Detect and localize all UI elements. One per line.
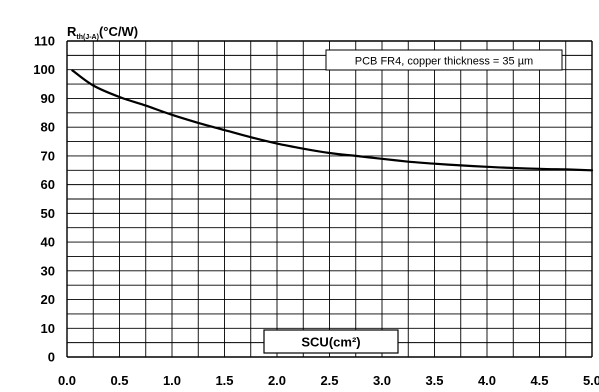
y-axis-label-sub: th(J-A) [76, 34, 99, 41]
y-axis-label-unit: (°C/W) [99, 24, 138, 39]
y-tick-label: 0 [48, 350, 55, 365]
x-tick-label: 1.5 [215, 373, 233, 388]
x-tick-label: 0.5 [110, 373, 128, 388]
y-tick-label: 40 [41, 235, 55, 250]
x-tick-labels: 0.0 0.5 1.0 1.5 2.0 2.5 3.0 3.5 4.0 4.5 5.0 [58, 373, 599, 388]
y-tick-label: 20 [41, 292, 55, 307]
x-tick-label: 0.0 [58, 373, 76, 388]
series-line [71, 69, 594, 172]
y-tick-label: 10 [41, 321, 55, 336]
y-axis-label-main: R [67, 24, 77, 39]
annotation-text: PCB FR4, copper thickness = 35 µm [355, 56, 533, 68]
y-tick-label: 70 [41, 148, 55, 163]
grid [66, 40, 593, 358]
y-tick-labels: 0 10 20 30 40 50 60 70 80 90 100 110 [33, 34, 55, 365]
y-tick-label: 50 [41, 206, 55, 221]
x-tick-label: 3.0 [373, 373, 391, 388]
y-tick-label: 110 [34, 34, 55, 49]
x-axis-label: SCU(cm²) [301, 335, 360, 350]
x-tick-label: 2.5 [320, 373, 338, 388]
x-tick-label: 4.5 [530, 373, 548, 388]
y-tick-label: 100 [33, 62, 55, 77]
x-axis-label-box [263, 329, 399, 354]
x-tick-label: 5.0 [583, 373, 599, 388]
y-tick-label: 80 [41, 120, 55, 135]
y-axis-label-bg [67, 24, 151, 40]
y-axis-label: Rth(J-A)(°C/W) [67, 24, 138, 41]
y-tick-label: 30 [41, 263, 55, 278]
x-tick-label: 3.5 [425, 373, 443, 388]
x-tick-label: 4.0 [478, 373, 496, 388]
x-tick-label: 1.0 [163, 373, 181, 388]
x-tick-label: 2.0 [268, 373, 286, 388]
y-tick-label: 60 [41, 177, 55, 192]
y-tick-label: 90 [41, 91, 55, 106]
annotation-box [325, 49, 563, 71]
